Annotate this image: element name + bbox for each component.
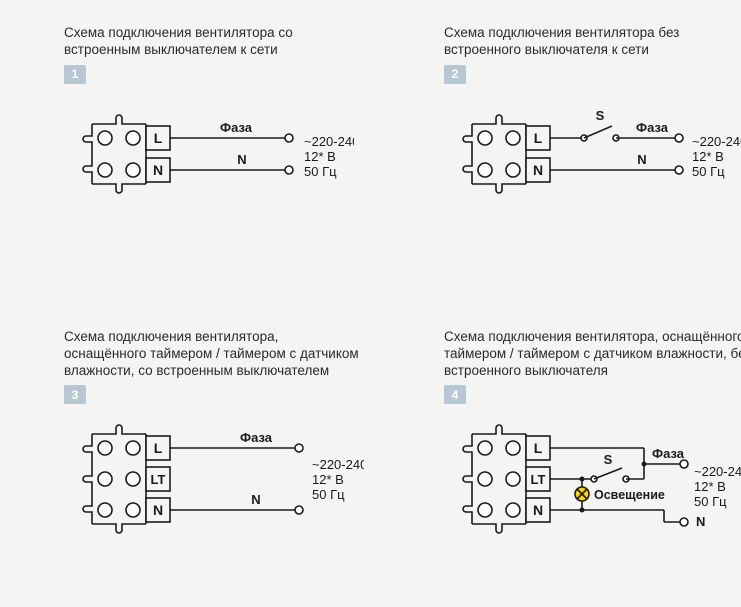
switch-label: S: [604, 452, 613, 467]
cell-2: Схема подключения вентилятора без встрое…: [380, 0, 741, 304]
diagram-2: L N S Фаза N ~220-240 В 12* В 50 Гц: [444, 94, 741, 244]
spec1: ~220-240 В: [692, 134, 741, 149]
spec1: ~220-240 В: [694, 464, 741, 479]
phase-label: Фаза: [240, 430, 273, 445]
pin-n-label: N: [533, 502, 543, 518]
cell-2-title: Схема подключения вентилятора без встрое…: [444, 24, 741, 59]
diagram-2-svg: L N S Фаза N ~220-240 В 12* В 50 Гц: [444, 94, 741, 244]
page: Схема подключения вентилятора со встроен…: [0, 0, 741, 607]
diagram-3-svg: L LT N Фаза N ~220-240 В 12* В 50 Гц: [64, 414, 364, 584]
cell-1-title: Схема подключения вентилятора со встроен…: [64, 24, 364, 59]
pin-lt-label: LT: [531, 472, 546, 487]
cell-3-badge: 3: [64, 385, 86, 404]
diagram-3: L LT N Фаза N ~220-240 В 12* В 50 Гц: [64, 414, 364, 584]
spec2: 12* В: [312, 472, 344, 487]
cell-4: Схема подключения вентилятора, оснащённо…: [380, 304, 741, 607]
spec2: 12* В: [692, 149, 724, 164]
cell-3: Схема подключения вентилятора, оснащённо…: [0, 304, 380, 607]
pin-l-label: L: [534, 130, 543, 146]
phase-label: Фаза: [220, 120, 253, 135]
phase-label: Фаза: [652, 446, 685, 461]
phase-label: Фаза: [636, 120, 669, 135]
n-label: N: [696, 514, 705, 529]
spec3: 50 Гц: [304, 164, 337, 179]
diagram-4: L LT N Фаза S: [444, 414, 741, 584]
spec3: 50 Гц: [692, 164, 725, 179]
spec2: 12* В: [694, 479, 726, 494]
pin-n-label: N: [153, 502, 163, 518]
cell-2-badge: 2: [444, 65, 466, 84]
n-label: N: [637, 152, 646, 167]
diagram-1: L N Фаза N ~220-240 В 12* В 50 Гц: [64, 94, 364, 244]
lighting-label: Освещение: [594, 488, 665, 502]
diagram-4-svg: L LT N Фаза S: [444, 414, 741, 584]
pin-lt-label: LT: [151, 472, 166, 487]
cell-1-badge: 1: [64, 65, 86, 84]
cell-1: Схема подключения вентилятора со встроен…: [0, 0, 380, 304]
spec1: ~220-240 В: [304, 134, 354, 149]
cell-4-title: Схема подключения вентилятора, оснащённо…: [444, 328, 741, 380]
n-label: N: [237, 152, 246, 167]
pin-l-label: L: [154, 130, 163, 146]
pin-l-label: L: [534, 440, 543, 456]
spec1: ~220-240 В: [312, 457, 364, 472]
pin-l-label: L: [154, 440, 163, 456]
switch-label: S: [596, 108, 605, 123]
pin-n-label: N: [533, 162, 543, 178]
spec3: 50 Гц: [694, 494, 727, 509]
spec2: 12* В: [304, 149, 336, 164]
spec3: 50 Гц: [312, 487, 345, 502]
diagram-1-svg: L N Фаза N ~220-240 В 12* В 50 Гц: [64, 94, 354, 244]
n-label: N: [251, 492, 260, 507]
pin-n-label: N: [153, 162, 163, 178]
cell-4-badge: 4: [444, 385, 466, 404]
cell-3-title: Схема подключения вентилятора, оснащённо…: [64, 328, 364, 380]
